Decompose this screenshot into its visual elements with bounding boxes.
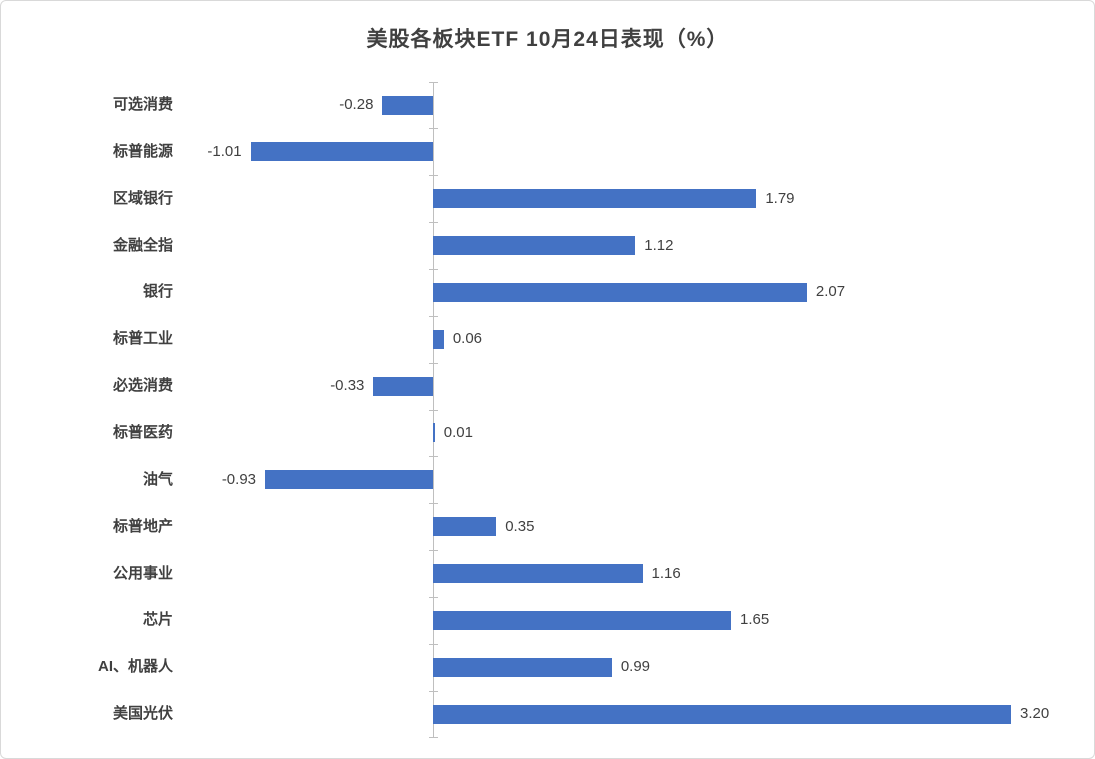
bar-7 [433, 423, 435, 443]
axis-tick [429, 222, 438, 224]
category-label: 标普工业 [112, 330, 173, 348]
category-label: 标普地产 [112, 517, 173, 535]
bar-1 [250, 142, 433, 162]
category-label: 区域银行 [112, 189, 173, 207]
bar-6 [373, 376, 433, 396]
category-label: 油气 [142, 470, 173, 488]
bar-4 [433, 282, 807, 302]
bar-12 [433, 657, 612, 677]
category-axis-line [433, 81, 434, 738]
axis-tick [429, 550, 438, 552]
category-label: 金融全指 [112, 236, 173, 254]
bar-13 [433, 704, 1011, 724]
category-label: 标普医药 [112, 423, 173, 441]
category-label: 必选消费 [112, 377, 173, 395]
value-label: 0.01 [443, 423, 473, 441]
value-label: -0.93 [221, 470, 257, 488]
value-label: 1.79 [765, 189, 795, 207]
value-label: 0.06 [452, 330, 483, 348]
category-label: 可选消费 [112, 96, 173, 113]
category-label: 美国光伏 [112, 705, 173, 723]
bar-5 [433, 329, 444, 349]
category-label: 芯片 [142, 611, 173, 629]
axis-tick [429, 362, 438, 364]
axis-tick [429, 175, 438, 177]
axis-tick [429, 409, 438, 411]
category-label: 银行 [142, 283, 173, 301]
value-label: 3.20 [1020, 705, 1050, 723]
value-label: -0.33 [330, 377, 365, 395]
axis-tick [429, 690, 438, 692]
axis-tick [429, 737, 438, 739]
bar-3 [433, 236, 636, 256]
bar-11 [433, 610, 732, 630]
chart-title: 美股各板块ETF 10月24日表现（%） [366, 28, 729, 51]
bar-2 [433, 189, 757, 209]
bar-10 [433, 564, 643, 583]
value-label: 0.99 [620, 658, 651, 676]
axis-tick [429, 643, 438, 645]
category-label: 标普能源 [112, 142, 173, 160]
category-label: 公用事业 [112, 564, 173, 582]
bar-0 [382, 95, 433, 115]
value-label: 2.07 [815, 283, 846, 301]
value-label: 1.65 [740, 611, 770, 629]
value-label: -1.01 [207, 142, 242, 160]
axis-tick [429, 596, 438, 598]
axis-tick [429, 81, 438, 83]
axis-tick [429, 456, 438, 458]
category-label: AI、机器人 [97, 658, 173, 676]
bar-8 [265, 470, 433, 490]
value-label: 0.35 [505, 517, 535, 535]
axis-tick [429, 315, 438, 317]
value-label: 1.16 [651, 564, 681, 582]
bar-9 [433, 517, 497, 537]
axis-tick [429, 268, 438, 270]
axis-tick [429, 128, 438, 130]
value-label: -0.28 [339, 96, 374, 113]
axis-tick [429, 503, 438, 505]
value-label: 1.12 [644, 236, 674, 254]
